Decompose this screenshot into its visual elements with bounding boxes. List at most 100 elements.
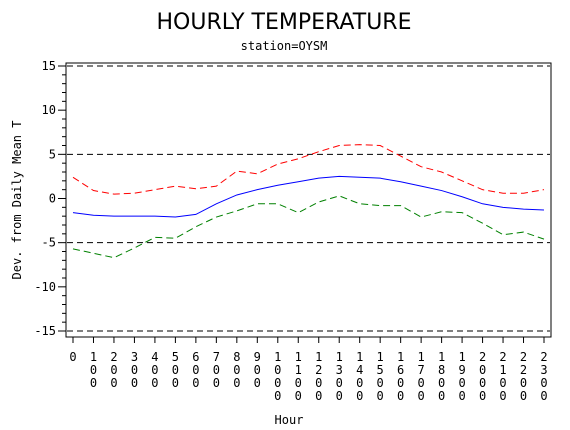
x-tick-label: 0 [397,389,404,403]
x-tick-label: 0 [418,376,425,390]
x-tick-label: 0 [397,376,404,390]
x-tick-label: 0 [479,376,486,390]
x-tick-label: 0 [254,363,261,377]
x-tick-label: 0 [151,363,158,377]
x-tick-label: 2 [540,350,547,364]
x-tick-label: 8 [438,363,445,377]
y-tick-label: 15 [42,59,56,73]
x-tick-label: 0 [295,389,302,403]
x-tick-label: 6 [192,350,199,364]
x-tick-label: 1 [295,350,302,364]
x-tick-label: 1 [274,350,281,364]
x-tick-label: 1 [295,363,302,377]
x-tick-label: 1 [315,350,322,364]
x-tick-label: 0 [110,376,117,390]
x-tick-label: 0 [213,363,220,377]
x-tick-label: 1 [377,350,384,364]
series-line-2 [72,144,545,195]
x-tick-label: 0 [458,376,465,390]
x-tick-label: 0 [458,389,465,403]
x-tick-label: 2 [520,363,527,377]
x-tick-label: 0 [131,363,138,377]
x-tick-label: 5 [377,363,384,377]
x-tick-label: 2 [499,350,506,364]
x-tick-label: 1 [397,350,404,364]
x-tick-label: 0 [315,376,322,390]
x-tick-label: 0 [295,376,302,390]
x-tick-label: 1 [458,350,465,364]
x-tick-label: 2 [479,350,486,364]
x-tick-label: 0 [479,363,486,377]
x-tick-label: 2 [520,350,527,364]
y-tick-label: 10 [42,103,56,117]
x-tick-label: 0 [213,376,220,390]
x-tick-label: 0 [520,376,527,390]
x-tick-label: 0 [192,363,199,377]
x-tick-label: 0 [499,376,506,390]
x-tick-label: 2 [110,350,117,364]
x-tick-label: 0 [377,389,384,403]
x-tick-label: 1 [499,363,506,377]
x-tick-label: 0 [540,376,547,390]
x-tick-label: 0 [172,363,179,377]
series-lines [72,144,545,259]
x-tick-label: 0 [377,376,384,390]
x-tick-label: 0 [356,389,363,403]
x-tick-label: 0 [356,376,363,390]
x-tick-label: 0 [254,376,261,390]
x-tick-label: 0 [274,376,281,390]
x-tick-label: 0 [315,389,322,403]
x-tick-label: 0 [131,376,138,390]
x-tick-label: 0 [336,389,343,403]
x-tick-label: 1 [418,350,425,364]
y-tick-label: 5 [49,147,56,161]
x-axis: 0 100200300400500600700800900100011001200… [69,337,548,403]
x-tick-label: 9 [254,350,261,364]
x-tick-label: 1 [438,350,445,364]
x-tick-label: 7 [213,350,220,364]
x-tick-label: 0 [110,363,117,377]
y-tick-label: 0 [49,192,56,206]
x-tick-label: 0 [418,389,425,403]
x-tick-label: 1 [356,350,363,364]
x-tick-label: 0 [151,376,158,390]
x-tick-label: 4 [151,350,158,364]
chart-subtitle: station=OYSM [241,39,328,53]
x-tick-label: 0 [233,363,240,377]
x-tick-label: 0 [438,376,445,390]
x-tick-label: 0 [479,389,486,403]
chart-title: HOURLY TEMPERATURE [157,10,412,35]
x-tick-label: 0 [336,376,343,390]
x-tick-label: 1 [336,350,343,364]
x-tick-label: 4 [356,363,363,377]
reference-lines [67,65,550,332]
series-line-1 [72,175,545,218]
x-tick-label: 0 [274,389,281,403]
x-tick-label: 3 [540,363,547,377]
x-tick-label: 0 [520,389,527,403]
x-axis-label: Hour [275,413,304,427]
x-tick-label: 3 [336,363,343,377]
x-tick-label: 0 [233,376,240,390]
x-tick-label: 0 [438,389,445,403]
x-tick-label: 0 [192,376,199,390]
y-tick-label: -10 [34,280,56,294]
x-tick-label: 7 [418,363,425,377]
x-tick-label: 6 [397,363,404,377]
x-tick-label: 2 [315,363,322,377]
plot-frame [65,62,552,338]
x-tick-label: 8 [233,350,240,364]
y-axis-label: Dev. from Daily Mean T [10,121,24,280]
x-tick-label: 1 [90,350,97,364]
x-tick-label: 0 [274,363,281,377]
x-tick-label: 0 [90,363,97,377]
x-tick-label: 0 [499,389,506,403]
x-tick-label: 0 [540,389,547,403]
x-tick-label: 5 [172,350,179,364]
y-tick-label: -5 [42,236,56,250]
x-tick-label: 0 [172,376,179,390]
y-axis: -15 -10 -5 0 5 10 15 [34,59,66,338]
y-tick-label: -15 [34,324,56,338]
x-tick-label: 0 [90,376,97,390]
